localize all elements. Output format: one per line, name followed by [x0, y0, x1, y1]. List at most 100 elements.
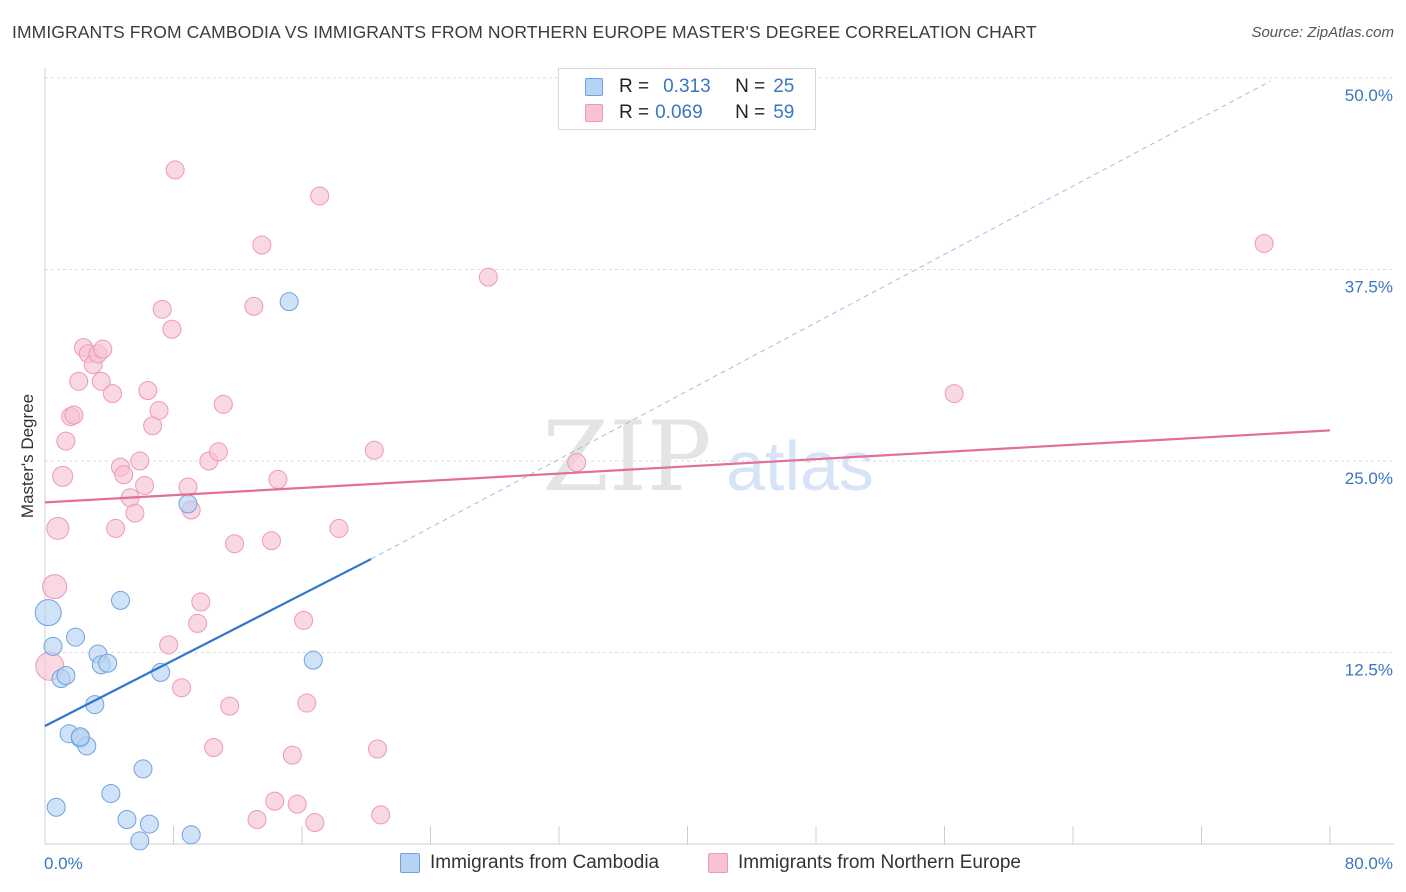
europe-point	[305, 813, 325, 833]
chart-title: IMMIGRANTS FROM CAMBODIA VS IMMIGRANTS F…	[12, 22, 1037, 42]
europe-point	[478, 267, 498, 287]
cambodia-point	[303, 650, 323, 670]
cambodia-point	[117, 809, 137, 829]
legend-label-europe: Immigrants from Northern Europe	[738, 852, 1021, 873]
europe-point	[265, 791, 285, 811]
cambodia-point	[46, 797, 66, 817]
y-tick-label: 37.5%	[1345, 278, 1393, 297]
r-label: R =	[619, 102, 650, 123]
trend-lines	[44, 80, 1331, 728]
europe-point	[261, 531, 281, 551]
r-value-cambodia: 0.313	[663, 76, 711, 97]
europe-point	[244, 296, 264, 316]
cambodia-points	[34, 292, 323, 851]
cambodia-trend-line	[44, 558, 372, 728]
europe-point	[225, 534, 245, 554]
cambodia-point	[34, 599, 62, 627]
europe-point	[310, 186, 330, 206]
europe-point	[191, 592, 211, 612]
n-label: N =	[735, 102, 766, 123]
europe-point	[204, 737, 224, 757]
europe-point	[567, 453, 587, 473]
cambodia-point	[133, 759, 153, 779]
x-tick-label: 80.0%	[1345, 854, 1393, 873]
europe-point	[220, 696, 240, 716]
europe-point	[64, 405, 84, 425]
cambodia-point	[279, 292, 299, 312]
n-value-cambodia: 25	[773, 76, 795, 97]
europe-point	[247, 809, 267, 829]
europe-point	[152, 299, 172, 319]
europe-point	[294, 610, 314, 630]
europe-point	[944, 384, 964, 404]
y-tick-label: 12.5%	[1345, 661, 1393, 680]
cambodia-legend-swatch	[400, 853, 420, 873]
cambodia-trend-extension	[370, 80, 1271, 560]
europe-point	[52, 465, 74, 487]
europe-point	[125, 503, 145, 523]
stats-legend: R = 0.313 N = 25 R = 0.069 N = 59	[558, 68, 816, 130]
europe-point	[114, 465, 134, 485]
europe-point	[149, 400, 169, 420]
tick-labels: 12.5% 25.0% 37.5% 50.0% 0.0% 80.0%	[44, 86, 1393, 873]
r-label: R =	[619, 76, 650, 97]
stats-row-europe: R = 0.069 N = 59	[585, 100, 795, 126]
europe-point	[188, 613, 208, 633]
cambodia-point	[43, 636, 63, 656]
europe-point	[135, 476, 155, 496]
europe-point	[162, 319, 182, 339]
cambodia-point	[181, 825, 201, 845]
europe-point	[213, 394, 233, 414]
cambodia-point	[178, 494, 198, 514]
europe-point	[208, 442, 228, 462]
europe-point	[287, 794, 307, 814]
europe-point	[165, 160, 185, 180]
stats-row-cambodia: R = 0.313 N = 25	[585, 74, 795, 100]
europe-point	[371, 805, 391, 825]
axis-layer	[44, 68, 1394, 845]
europe-point	[252, 235, 272, 255]
europe-point	[329, 518, 349, 538]
cambodia-point	[98, 653, 118, 673]
watermark-zip: ZIP	[542, 401, 711, 513]
europe-point	[1254, 233, 1274, 253]
legend-item-cambodia: Immigrants from Cambodia	[400, 852, 659, 874]
cambodia-point	[130, 831, 150, 851]
y-tick-label: 25.0%	[1345, 469, 1393, 488]
europe-point	[138, 381, 158, 401]
legend-item-europe: Immigrants from Northern Europe	[708, 852, 1021, 874]
cambodia-swatch	[585, 78, 603, 96]
cambodia-point	[56, 665, 76, 685]
cambodia-point	[139, 814, 159, 834]
europe-legend-swatch	[708, 853, 728, 873]
europe-swatch	[585, 104, 603, 122]
europe-point	[282, 745, 302, 765]
cambodia-point	[101, 783, 121, 803]
europe-point	[69, 371, 89, 391]
europe-point	[56, 431, 76, 451]
x-tick-label: 0.0%	[44, 854, 83, 873]
series-legend: Immigrants from Cambodia Immigrants from…	[0, 852, 1406, 878]
watermark: ZIP atlas	[542, 401, 874, 513]
legend-label-cambodia: Immigrants from Cambodia	[430, 852, 660, 873]
europe-point	[159, 635, 179, 655]
europe-point	[93, 339, 113, 359]
cambodia-point	[110, 590, 130, 610]
cambodia-point	[70, 727, 90, 747]
europe-point	[46, 516, 70, 540]
europe-point	[297, 693, 317, 713]
n-value-europe: 59	[773, 102, 795, 123]
europe-point	[102, 384, 122, 404]
r-value-europe: 0.069	[655, 102, 703, 123]
europe-trend-line	[44, 429, 1331, 504]
watermark-atlas: atlas	[726, 427, 874, 505]
europe-point	[91, 371, 111, 391]
europe-point	[42, 574, 68, 600]
europe-point	[268, 469, 288, 489]
europe-point	[172, 678, 192, 698]
source-credit: Source: ZipAtlas.com	[1251, 24, 1394, 41]
europe-point	[367, 739, 387, 759]
grid-layer	[45, 77, 1394, 653]
